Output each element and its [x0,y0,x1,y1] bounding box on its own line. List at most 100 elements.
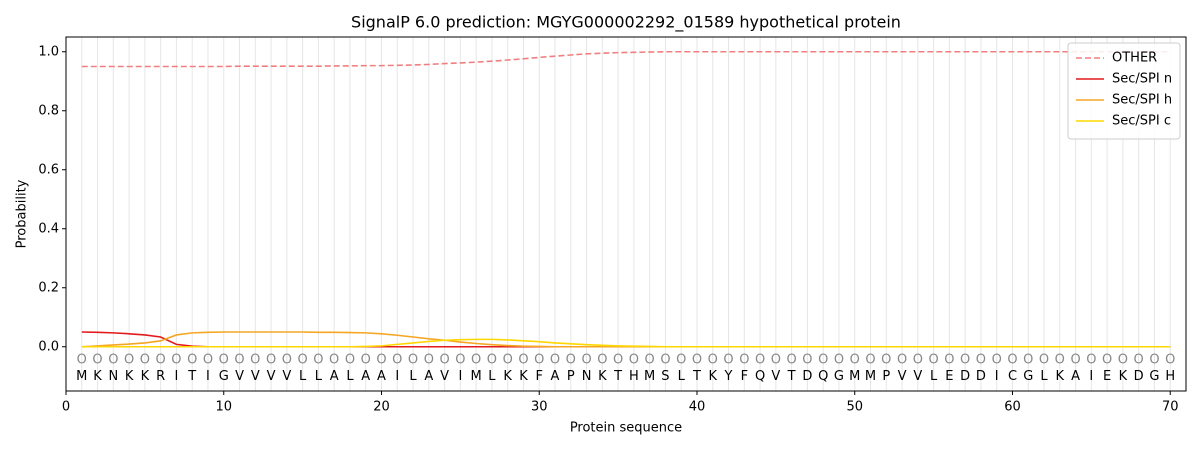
region-label: O [897,353,907,368]
x-axis-label: Protein sequence [570,421,682,436]
region-label: O [518,353,528,368]
residue-label: K [708,369,717,384]
region-label: O [219,353,229,368]
residue-label: N [582,369,592,384]
residue-label: G [1149,369,1159,384]
residue-label: A [1071,369,1080,384]
region-label: O [92,353,102,368]
region-label: O [660,353,670,368]
region-label: O [771,353,781,368]
residue-label: E [945,369,953,384]
region-label: O [140,353,150,368]
region-label: O [1086,353,1096,368]
residue-label: L [678,369,686,384]
x-tick-label: 0 [62,400,70,415]
residue-label: K [93,369,102,384]
region-label: O [676,353,686,368]
region-label: O [313,353,323,368]
residue-label: R [156,369,165,384]
region-label: O [581,353,591,368]
residue-label: V [282,369,291,384]
residue-label: Q [818,369,828,384]
legend-box [1067,42,1181,140]
y-axis-label: Probability [15,179,30,248]
x-tick-label: 10 [215,400,232,415]
residue-label: V [440,369,449,384]
region-label: O [1007,353,1017,368]
region-label: O [865,353,875,368]
region-label: O [850,353,860,368]
residue-label: K [141,369,150,384]
region-label: O [298,353,308,368]
legend-label: Sec/SPI n [1112,72,1172,87]
legend-label: Sec/SPI h [1112,93,1172,108]
region-label: O [1102,353,1112,368]
residue-label: M [865,369,876,384]
region-label: O [392,353,402,368]
x-tick-label: 70 [1162,400,1179,415]
region-label: O [913,353,923,368]
y-tick-label: 0.8 [38,103,59,118]
region-label: O [755,353,765,368]
region-label: O [802,353,812,368]
residue-label: E [1103,369,1111,384]
plot-frame [65,36,1187,392]
region-label: O [992,353,1002,368]
region-label: O [187,353,197,368]
residue-label: F [741,369,748,384]
residue-label: C [1008,369,1017,384]
region-label: O [1149,353,1159,368]
residue-label: I [995,369,999,384]
region-label: O [928,353,938,368]
residue-label: L [315,369,323,384]
residue-label: I [395,369,399,384]
residue-label: K [503,369,512,384]
region-label: O [266,353,276,368]
residue-label: T [787,369,796,384]
residue-label: D [1134,369,1144,384]
region-label: O [455,353,465,368]
region-label: O [597,353,607,368]
residue-label: L [299,369,307,384]
residue-label: Y [724,369,733,384]
region-label: O [250,353,260,368]
region-label: O [1134,353,1144,368]
region-label: O [77,353,87,368]
residue-label: I [458,369,462,384]
residue-label: T [692,369,701,384]
residue-label: V [898,369,907,384]
residue-label: H [629,369,639,384]
region-label: O [534,353,544,368]
residue-label: V [235,369,244,384]
residue-label: K [519,369,528,384]
region-label: O [1070,353,1080,368]
residue-label: V [251,369,260,384]
x-tick-label: 60 [1004,400,1021,415]
region-label: O [376,353,386,368]
region-label: O [439,353,449,368]
residue-label: A [424,369,433,384]
y-tick-label: 0.2 [38,280,59,295]
x-tick-label: 40 [689,400,706,415]
residue-label: Q [755,369,765,384]
region-label: O [503,353,513,368]
region-label: O [471,353,481,368]
region-label: O [1055,353,1065,368]
residue-label: V [267,369,276,384]
region-label: O [171,353,181,368]
series-line [81,50,1171,68]
region-label: O [881,353,891,368]
residue-label: L [346,369,354,384]
residue-label: M [76,369,87,384]
residue-label: I [175,369,179,384]
region-label: O [361,353,371,368]
residue-label: K [1056,369,1065,384]
residue-label: A [330,369,339,384]
region-label: O [108,353,118,368]
series-line [81,331,1171,348]
region-label: O [550,353,560,368]
residue-label: V [913,369,922,384]
x-tick-label: 30 [531,400,548,415]
residue-label: H [1165,369,1175,384]
residue-label: T [613,369,622,384]
